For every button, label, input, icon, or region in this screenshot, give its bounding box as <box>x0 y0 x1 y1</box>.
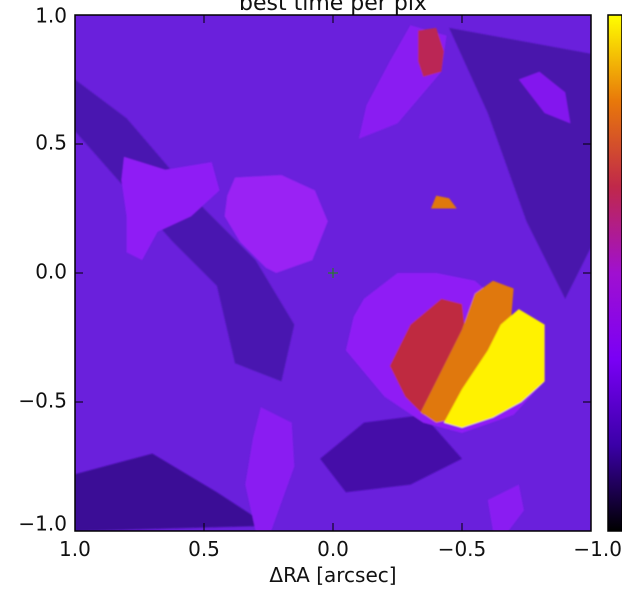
heatmap-regions <box>75 25 591 531</box>
heatmap-region-orange-13 <box>420 280 514 423</box>
x-tick-label: 1.0 <box>59 537 91 561</box>
x-axis: 1.0 0.5 0.0 −0.5 −1.0 <box>59 15 622 561</box>
colorbar <box>607 14 622 532</box>
heatmap-region-purple-8 <box>245 407 295 531</box>
heatmap-region-yellow-15 <box>443 309 545 428</box>
y-tick-label: 1.0 <box>35 4 67 28</box>
x-tick-label: −1.0 <box>573 537 622 561</box>
heatmap-plot <box>75 15 591 531</box>
colorbar-gradient <box>607 14 622 532</box>
heatmap-region-dark-1 <box>320 414 462 493</box>
heatmap-region-orange-14 <box>431 195 457 209</box>
y-tick-label: −0.5 <box>18 389 67 413</box>
chart-title: best time per pix <box>239 0 427 16</box>
heatmap-region-red-11 <box>418 27 444 77</box>
y-tick-label: −1.0 <box>18 512 67 536</box>
heatmap-region-purple-5 <box>224 175 328 273</box>
y-tick-label: 0.0 <box>35 260 67 284</box>
heatmap-region-purple-4 <box>121 156 220 261</box>
x-tick-label: −0.5 <box>438 537 487 561</box>
heatmap-region-dark-0 <box>75 79 295 382</box>
heatmap-region-dark-2 <box>75 453 269 531</box>
x-tick-label: 0.0 <box>317 537 349 561</box>
x-tick-label: 0.5 <box>188 537 220 561</box>
x-axis-label: ΔRA [arcsec] <box>269 563 396 587</box>
heatmap-region-purple-7 <box>518 71 571 124</box>
y-tick-label: 0.5 <box>35 131 67 155</box>
y-axis: 1.0 0.5 0.0 −0.5 −1.0 <box>18 4 591 536</box>
center-marker <box>328 268 338 278</box>
heatmap-region-purple-9 <box>487 484 524 531</box>
